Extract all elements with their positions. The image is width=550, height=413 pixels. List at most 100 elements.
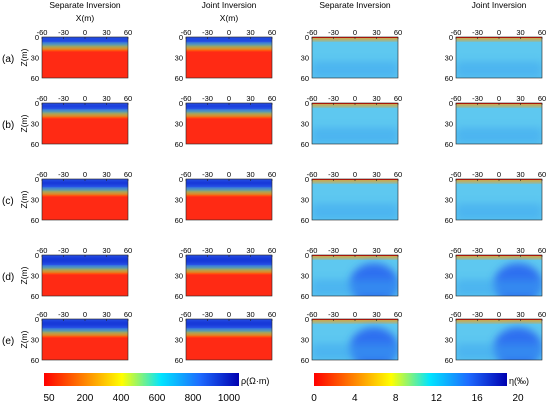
y-tick-label: 60 [31, 140, 39, 149]
x-tick-label: -30 [58, 310, 69, 319]
x-tick-label: 0 [83, 28, 87, 37]
x-tick-label: 60 [124, 28, 132, 37]
lower-zone [456, 203, 542, 220]
panel-row3-col3: -60 -30 0 30 60 0 30 60 [301, 170, 403, 225]
transition-band-warm [42, 114, 128, 117]
y-tick-label: 0 [35, 251, 39, 260]
x-tick-label: 30 [372, 310, 380, 319]
x-tick-label: -60 [451, 94, 462, 103]
y-tick-label: 0 [179, 99, 183, 108]
panel-row5-col2: -60 -30 0 30 60 0 30 60 [175, 310, 277, 365]
y-tick-label: 30 [301, 196, 309, 205]
column-header-2: Joint Inversion [202, 0, 257, 10]
panel-row5-col3: -60 -30 0 30 60 0 30 60 [301, 310, 403, 365]
x-tick-label: 0 [227, 94, 231, 103]
x-tick-label: 0 [353, 170, 357, 179]
y-tick-label: 30 [301, 336, 309, 345]
row-label-c: (c) [2, 196, 14, 207]
y-tick-label: 30 [31, 336, 39, 345]
y-tick-label: 60 [175, 74, 183, 83]
y-tick-label: 30 [31, 272, 39, 281]
x-tick-label: 30 [246, 170, 254, 179]
x-tick-label: 0 [227, 170, 231, 179]
y-tick-label: 0 [35, 315, 39, 324]
y-tick-label: 30 [445, 272, 453, 281]
x-tick-label: 60 [538, 310, 546, 319]
y-tick-label: 30 [445, 120, 453, 129]
panel-row1-col2: -60 -30 0 30 60 0 30 60 [175, 28, 277, 83]
y-tick-label: 0 [449, 175, 453, 184]
y-tick-label: 30 [445, 54, 453, 63]
x-tick-label: 0 [353, 246, 357, 255]
y-tick-label: 60 [175, 216, 183, 225]
x-tick-label: 60 [394, 28, 402, 37]
x-tick-label: -30 [202, 28, 213, 37]
high-resistivity-core [186, 179, 272, 187]
y-tick-label: 0 [305, 33, 309, 42]
x-tick-label: -30 [328, 94, 339, 103]
x-tick-label: 0 [227, 28, 231, 37]
high-resistivity-core [42, 179, 128, 187]
y-tick-label: 0 [179, 315, 183, 324]
transition-band-warm [186, 114, 272, 117]
transition-band [42, 44, 128, 48]
transition-band [186, 267, 272, 271]
x-tick-label: 30 [246, 310, 254, 319]
x-tick-label: 60 [268, 94, 276, 103]
panel-row2-col3: -60 -30 0 30 60 0 30 60 [301, 94, 403, 149]
transition-band-warm [42, 192, 128, 195]
x-tick-label: 0 [83, 246, 87, 255]
panel-row3-col2: -60 -30 0 30 60 0 30 60 [175, 170, 277, 225]
row-label-d: (d) [2, 272, 14, 283]
y-tick-label: 30 [301, 272, 309, 281]
transition-band [42, 267, 128, 271]
x-tick-label: 30 [102, 94, 110, 103]
y-axis-label: Z(m) [19, 48, 29, 66]
lower-zone [456, 61, 542, 78]
y-tick-label: 60 [445, 292, 453, 301]
y-tick-label: 60 [31, 292, 39, 301]
y-tick-label: 0 [35, 175, 39, 184]
column-header-1: Separate Inversion [49, 0, 121, 10]
transition-band [186, 189, 272, 193]
x-tick-label: -30 [328, 170, 339, 179]
x-tick-label: -60 [307, 246, 318, 255]
y-tick-label: 30 [31, 196, 39, 205]
chargeability-tick-4: 4 [352, 393, 358, 404]
x-tick-label: 30 [516, 170, 524, 179]
x-tick-label: 30 [516, 310, 524, 319]
x-tick-label: 30 [246, 94, 254, 103]
panel-row4-col4: -60 -30 0 30 60 0 30 60 [445, 246, 547, 301]
high-resistivity-core [186, 103, 272, 109]
x-tick-label: -60 [451, 170, 462, 179]
y-tick-label: 0 [179, 251, 183, 260]
y-tick-label: 30 [301, 120, 309, 129]
chargeability-colorbar-bar [314, 373, 507, 386]
x-tick-label: 0 [83, 170, 87, 179]
x-tick-label: -60 [37, 246, 48, 255]
panel-row4-col2: -60 -30 0 30 60 0 30 60 [175, 246, 277, 301]
y-tick-label: 30 [175, 196, 183, 205]
y-tick-label: 60 [31, 216, 39, 225]
x-tick-label: 0 [227, 310, 231, 319]
x-tick-label: 30 [246, 28, 254, 37]
x-tick-label: -30 [58, 28, 69, 37]
y-tick-label: 60 [301, 74, 309, 83]
x-tick-label: 60 [394, 246, 402, 255]
y-tick-label: 0 [35, 33, 39, 42]
chargeability-tick-12: 12 [431, 393, 443, 404]
transition-band [186, 44, 272, 48]
chargeability-tick-16: 16 [472, 393, 484, 404]
x-tick-label: -60 [37, 28, 48, 37]
x-tick-label: 30 [102, 28, 110, 37]
x-tick-label: 0 [353, 310, 357, 319]
x-tick-label: -30 [202, 310, 213, 319]
y-tick-label: 0 [305, 99, 309, 108]
lower-zone [456, 343, 542, 360]
x-tick-label: -60 [451, 310, 462, 319]
y-tick-label: 30 [445, 196, 453, 205]
x-tick-label: -30 [472, 246, 483, 255]
